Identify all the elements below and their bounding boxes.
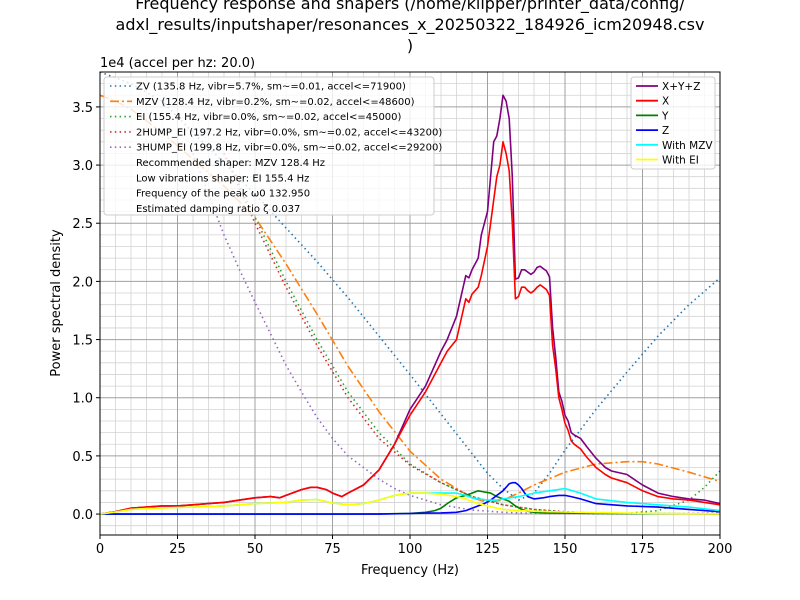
y-tick-label: 3.5 bbox=[72, 101, 93, 116]
y-axis-ticks: 0.0 0.5 1.0 1.5 2.0 2.5 3.0 3.5 bbox=[72, 101, 100, 523]
legend-entry-label: X+Y+Z bbox=[662, 81, 700, 93]
legend-note: Recommended shaper: MZV 128.4 Hz bbox=[136, 158, 325, 169]
x-tick-label: 25 bbox=[169, 542, 186, 557]
legend-entry-label: With MZV bbox=[662, 140, 713, 152]
chart-title-line: adxl_results/inputshaper/resonances_x_20… bbox=[116, 15, 705, 35]
y-tick-label: 3.0 bbox=[72, 159, 93, 174]
legend-note: Frequency of the peak ω0 132.950 bbox=[136, 189, 310, 200]
psd-series-line bbox=[100, 481, 720, 515]
x-tick-label: 100 bbox=[398, 542, 423, 557]
x-tick-label: 200 bbox=[708, 542, 733, 557]
shaper-series-line bbox=[223, 153, 720, 515]
legend-psd: X+Y+Z XYZ With MZV With EI bbox=[630, 76, 716, 170]
y-tick-label: 1.5 bbox=[72, 334, 93, 349]
y-offset-label: 1e4 (accel per hz: 20.0) bbox=[100, 56, 255, 71]
x-tick-label: 125 bbox=[475, 542, 500, 557]
x-tick-label: 0 bbox=[96, 542, 104, 557]
chart-title-line: Frequency response and shapers (/home/kl… bbox=[135, 0, 685, 14]
legend-entry-label: EI (155.4 Hz, vibr=0.0%, sm~=0.02, accel… bbox=[136, 112, 402, 123]
x-axis-ticks: 0 25 50 75 100 125 150 175 200 bbox=[96, 535, 733, 557]
psd-series-line bbox=[100, 141, 720, 515]
x-tick-label: 75 bbox=[324, 542, 341, 557]
legend-entry-label: 2HUMP_EI (197.2 Hz, vibr=0.0%, sm~=0.02,… bbox=[136, 127, 442, 138]
shaper-series-line bbox=[100, 94, 720, 504]
y-tick-label: 0.0 bbox=[72, 508, 93, 523]
legend-note: Estimated damping ratio ζ 0.037 bbox=[136, 204, 300, 215]
x-axis-label: Frequency (Hz) bbox=[361, 563, 459, 578]
legend-note: Low vibrations shaper: EI 155.4 Hz bbox=[136, 173, 309, 184]
psd-series-line bbox=[100, 492, 720, 515]
legend-entry-label: MZV (128.4 Hz, vibr=0.2%, sm~=0.02, acce… bbox=[136, 97, 415, 108]
legend-entry-label: Y bbox=[661, 110, 669, 122]
y-tick-label: 0.5 bbox=[72, 450, 93, 465]
x-tick-label: 50 bbox=[247, 542, 264, 557]
legend-entry-label: Z bbox=[662, 125, 669, 137]
legend-entry-label: With EI bbox=[662, 155, 699, 167]
y-tick-label: 2.5 bbox=[72, 217, 93, 232]
legend-entry-label: ZV (135.8 Hz, vibr=5.7%, sm~=0.01, accel… bbox=[136, 82, 406, 93]
x-tick-label: 175 bbox=[630, 542, 655, 557]
legend-shapers: ZV (135.8 Hz, vibr=5.7%, sm~=0.01, accel… bbox=[103, 76, 442, 216]
chart-title: Frequency response and shapers (/home/kl… bbox=[116, 0, 705, 55]
legend-entry-label: 3HUMP_EI (199.8 Hz, vibr=0.0%, sm~=0.02,… bbox=[136, 143, 442, 154]
legend-entry-label: X bbox=[662, 96, 669, 108]
legend-box bbox=[103, 76, 435, 216]
y-axis-label: Power spectral density bbox=[49, 229, 64, 377]
chart-title-line: ) bbox=[407, 36, 413, 55]
shaper-series-line bbox=[192, 153, 720, 515]
x-tick-label: 150 bbox=[553, 542, 578, 557]
y-tick-label: 2.0 bbox=[72, 275, 93, 290]
y-tick-label: 1.0 bbox=[72, 392, 93, 407]
